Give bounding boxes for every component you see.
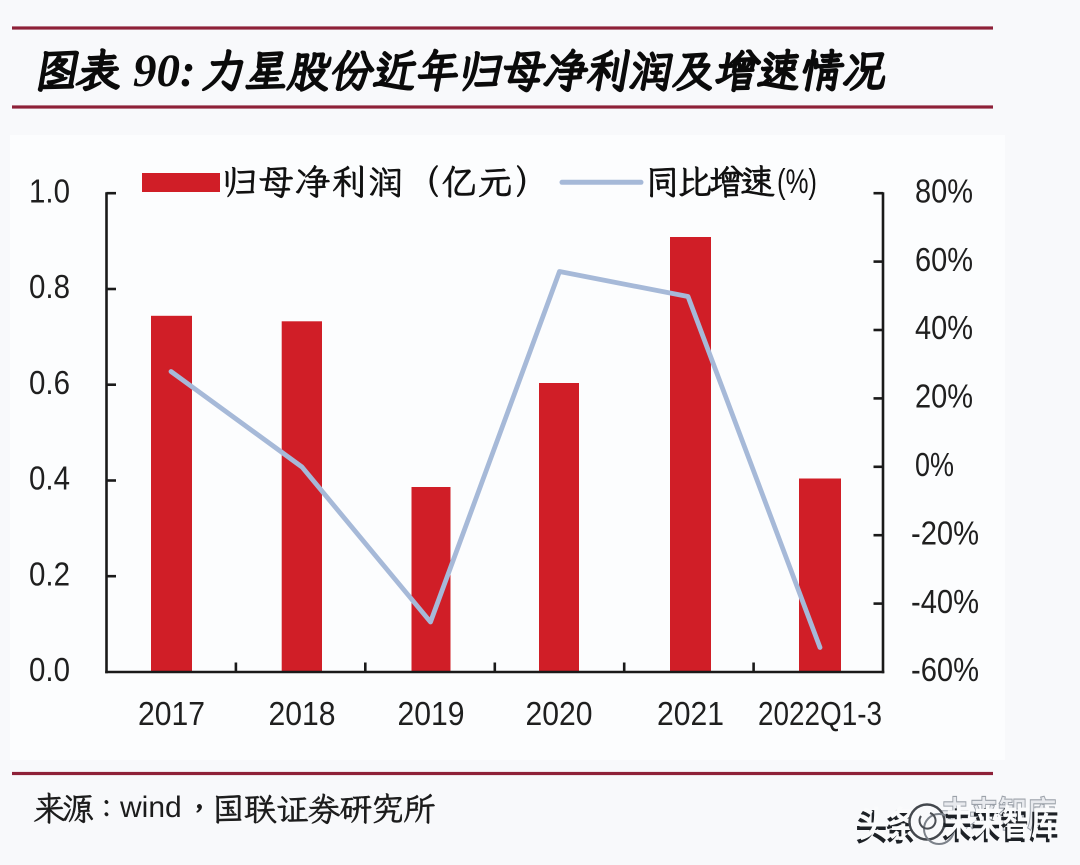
svg-text:0.4: 0.4 xyxy=(29,460,70,497)
svg-text:90:: 90: xyxy=(133,45,196,97)
svg-text:0.0: 0.0 xyxy=(29,651,70,688)
svg-text:0%: 0% xyxy=(915,446,954,483)
svg-text:-60%: -60% xyxy=(911,651,979,688)
svg-text:-40%: -40% xyxy=(911,583,979,620)
svg-text:2018: 2018 xyxy=(269,695,336,732)
svg-text:1.0: 1.0 xyxy=(29,172,70,209)
svg-text:0.8: 0.8 xyxy=(29,268,70,305)
svg-text:2019: 2019 xyxy=(398,695,465,732)
svg-text:wind: wind xyxy=(119,791,182,824)
svg-text:(%): (%) xyxy=(777,163,817,201)
svg-text:40%: 40% xyxy=(915,309,973,346)
svg-text:2020: 2020 xyxy=(526,695,593,732)
svg-text:20%: 20% xyxy=(915,378,973,415)
svg-text:2022Q1-3: 2022Q1-3 xyxy=(758,695,882,732)
svg-text:80%: 80% xyxy=(915,172,973,209)
svg-text:60%: 60% xyxy=(915,241,973,278)
svg-text:0.2: 0.2 xyxy=(29,556,70,593)
svg-text:2017: 2017 xyxy=(138,695,205,732)
svg-text:2021: 2021 xyxy=(657,695,724,732)
svg-text:-20%: -20% xyxy=(911,514,979,551)
svg-text:0.6: 0.6 xyxy=(29,364,70,401)
